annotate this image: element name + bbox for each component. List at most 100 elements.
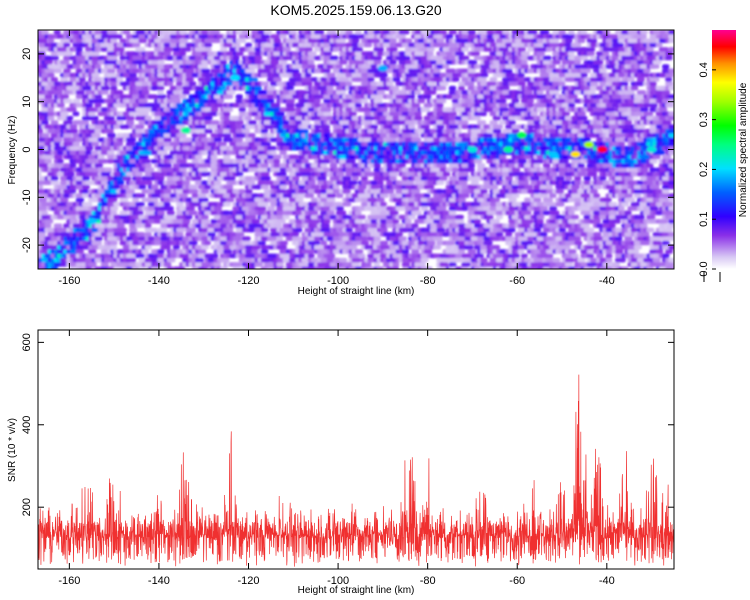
heatmap-cell [82, 184, 90, 190]
heatmap-cell [458, 249, 466, 254]
heatmap-cell [335, 38, 346, 43]
heatmap-cell [335, 171, 345, 177]
heatmap-cell [154, 171, 161, 177]
heatmap-cell [100, 210, 111, 216]
heatmap-cell [254, 253, 265, 259]
heatmap-cell [411, 223, 419, 228]
heatmap-cell [442, 64, 450, 69]
heatmap-cell [38, 38, 48, 43]
heatmap-cell [323, 68, 331, 74]
heatmap-cell [198, 232, 207, 237]
heatmap-cell [314, 30, 325, 35]
heatmap-cell [301, 120, 311, 125]
heatmap-cell [423, 115, 431, 121]
heatmap-cell [60, 60, 70, 65]
heatmap-cell [323, 94, 331, 99]
heatmap-cell [273, 154, 282, 160]
heatmap-cell [389, 244, 397, 250]
heatmap-cell [141, 90, 150, 95]
heatmap-cell [307, 253, 315, 259]
heatmap-cell [63, 42, 71, 48]
heatmap-cell [113, 90, 124, 95]
heatmap-cell [85, 146, 94, 151]
heatmap-cell [364, 167, 371, 173]
heatmap-cell [223, 249, 233, 254]
heatmap-cell [63, 68, 71, 74]
heatmap-cell [119, 150, 127, 155]
heatmap-cell [157, 34, 165, 39]
heatmap-cell [82, 201, 93, 207]
heatmap-cell [56, 184, 67, 190]
heatmap-cell [172, 128, 181, 134]
heatmap-cell [320, 249, 327, 254]
heatmap-cell [257, 240, 266, 246]
heatmap-cell [188, 210, 198, 216]
heatmap-cell [107, 158, 114, 164]
heatmap-cell [125, 137, 136, 142]
heatmap-cell [345, 72, 353, 78]
heatmap-cell [448, 210, 457, 216]
heatmap-cell [119, 189, 127, 194]
heatmap-cell [339, 257, 348, 263]
heatmap-cell [207, 257, 215, 263]
heatmap-cell [451, 167, 459, 173]
heatmap-cell [351, 262, 361, 267]
heatmap-cell [204, 77, 212, 82]
heatmap-cell [317, 176, 327, 181]
heatmap-cell [53, 232, 61, 237]
heatmap-cell [326, 210, 335, 216]
heatmap-cell [354, 30, 362, 35]
heatmap-cell [304, 34, 312, 39]
heatmap-cell [223, 133, 232, 138]
heatmap-cell [116, 262, 124, 267]
heatmap-cell [379, 219, 387, 224]
heatmap-cell [110, 206, 119, 211]
heatmap-cell [138, 257, 146, 263]
heatmap-cell [223, 111, 231, 117]
heatmap-cell [364, 244, 374, 250]
heatmap-cell [323, 167, 330, 173]
heatmap-cell [304, 249, 315, 254]
heatmap-cell [389, 176, 397, 181]
heatmap-cell [292, 176, 300, 181]
heatmap-cell [351, 38, 360, 43]
heatmap-cell [223, 42, 233, 48]
heatmap-cell [160, 38, 171, 43]
heatmap-cell [442, 111, 450, 117]
heatmap-cell [44, 158, 52, 164]
heatmap-cell [370, 38, 380, 43]
heatmap-cell [411, 206, 420, 211]
heatmap-cell [448, 42, 459, 48]
heatmap-cell [392, 85, 400, 91]
heatmap-cell [144, 223, 152, 228]
heatmap-cell [310, 154, 318, 160]
heatmap-cell [451, 98, 459, 104]
heatmap-cell [404, 180, 415, 185]
heatmap-cell [113, 184, 120, 190]
heatmap-cell [75, 249, 84, 254]
heatmap-cell [38, 77, 42, 82]
heatmap-cell [270, 34, 281, 39]
heatmap-cell [304, 193, 314, 198]
heatmap-cell [389, 47, 398, 52]
heatmap-cell [323, 128, 331, 134]
heatmap-cell [455, 253, 462, 259]
heatmap-cell [107, 236, 115, 241]
heatmap-cell [207, 55, 215, 61]
heatmap-cell [185, 214, 193, 220]
heatmap-cell [361, 77, 369, 82]
heatmap-cell [276, 189, 287, 194]
heatmap-cell [436, 124, 445, 130]
heatmap-cell [204, 158, 212, 164]
heatmap-cell [75, 90, 85, 95]
heatmap-cell [364, 42, 372, 48]
heatmap-cell [157, 210, 165, 216]
heatmap-cell [370, 124, 378, 130]
heatmap-cell [329, 232, 340, 237]
heatmap-cell [147, 206, 155, 211]
heatmap-cell [298, 90, 309, 95]
heatmap-cell [151, 158, 158, 164]
heatmap-cell [288, 38, 299, 43]
heatmap-cell [314, 244, 324, 250]
heatmap-cell [279, 60, 288, 65]
